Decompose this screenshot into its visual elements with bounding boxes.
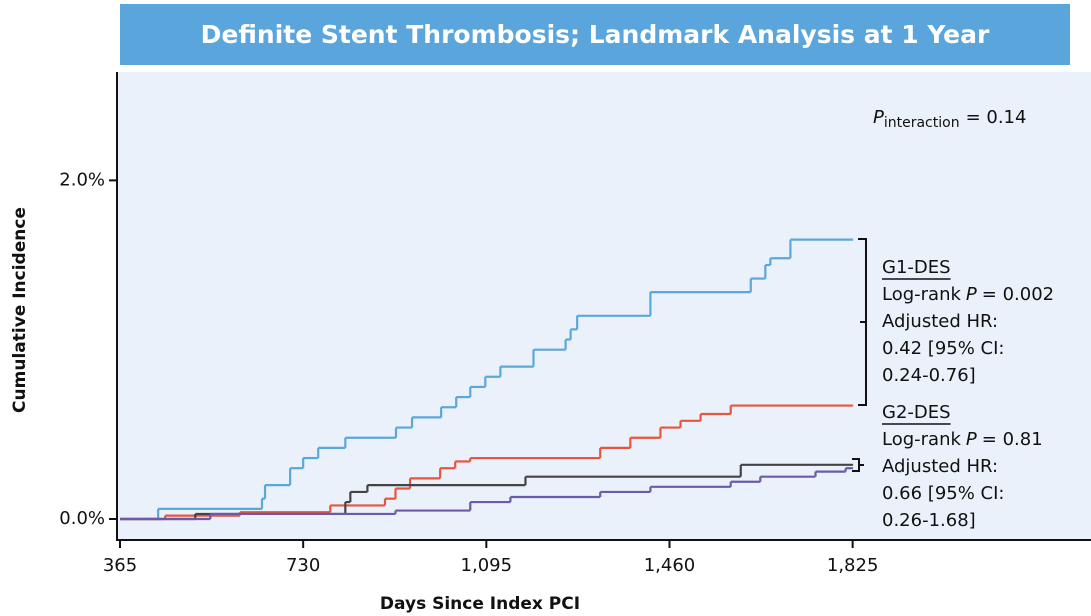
p-symbol: P <box>966 284 977 305</box>
group-line: Adjusted HR: <box>882 311 998 332</box>
group-line: Adjusted HR: <box>882 456 998 477</box>
p-symbol: P <box>966 429 977 450</box>
y-tick-label: 2.0% <box>59 169 105 190</box>
g2-bracket <box>852 458 864 472</box>
group-line: 0.66 [95% CI: <box>882 483 1005 504</box>
group-line: 0.26-1.68] <box>882 510 976 531</box>
p-value: = 0.81 <box>982 429 1043 450</box>
group-line: 0.24-0.76] <box>882 365 976 386</box>
group-line: 0.42 [95% CI: <box>882 338 1005 359</box>
log-rank-label: Log-rank <box>882 429 961 450</box>
group-name: G2-DES <box>882 402 951 423</box>
x-axis-label: Days Since Index PCI <box>380 594 580 614</box>
plot-background <box>117 72 1091 540</box>
p-symbol: P <box>873 107 884 128</box>
p-value: = 0.002 <box>982 284 1054 305</box>
log-rank-label: Log-rank <box>882 284 961 305</box>
x-tick-label: 1,460 <box>644 555 696 576</box>
series-layer <box>120 238 854 521</box>
p-text: = 0.14 <box>966 107 1027 128</box>
x-tick-label: 1,825 <box>827 555 879 576</box>
p-interaction: Pinteraction = 0.14 <box>873 107 1026 131</box>
x-tick-label: 1,095 <box>461 555 513 576</box>
g1-bracket <box>858 238 867 406</box>
chart-title: Definite Stent Thrombosis; Landmark Anal… <box>201 20 990 49</box>
y-tick-label: 0.0% <box>59 508 105 529</box>
x-tick-label: 730 <box>286 555 320 576</box>
y-axis-label: Cumulative Incidence <box>10 207 30 413</box>
title-banner <box>120 4 1070 65</box>
log-rank: Log-rank P = 0.81 <box>882 429 1043 450</box>
x-tick-label: 365 <box>103 555 137 576</box>
log-rank: Log-rank P = 0.002 <box>882 284 1054 305</box>
group-name: G1-DES <box>882 257 951 278</box>
series <box>120 467 854 521</box>
p-subscript: interaction <box>884 115 960 131</box>
group-brackets <box>852 238 867 472</box>
